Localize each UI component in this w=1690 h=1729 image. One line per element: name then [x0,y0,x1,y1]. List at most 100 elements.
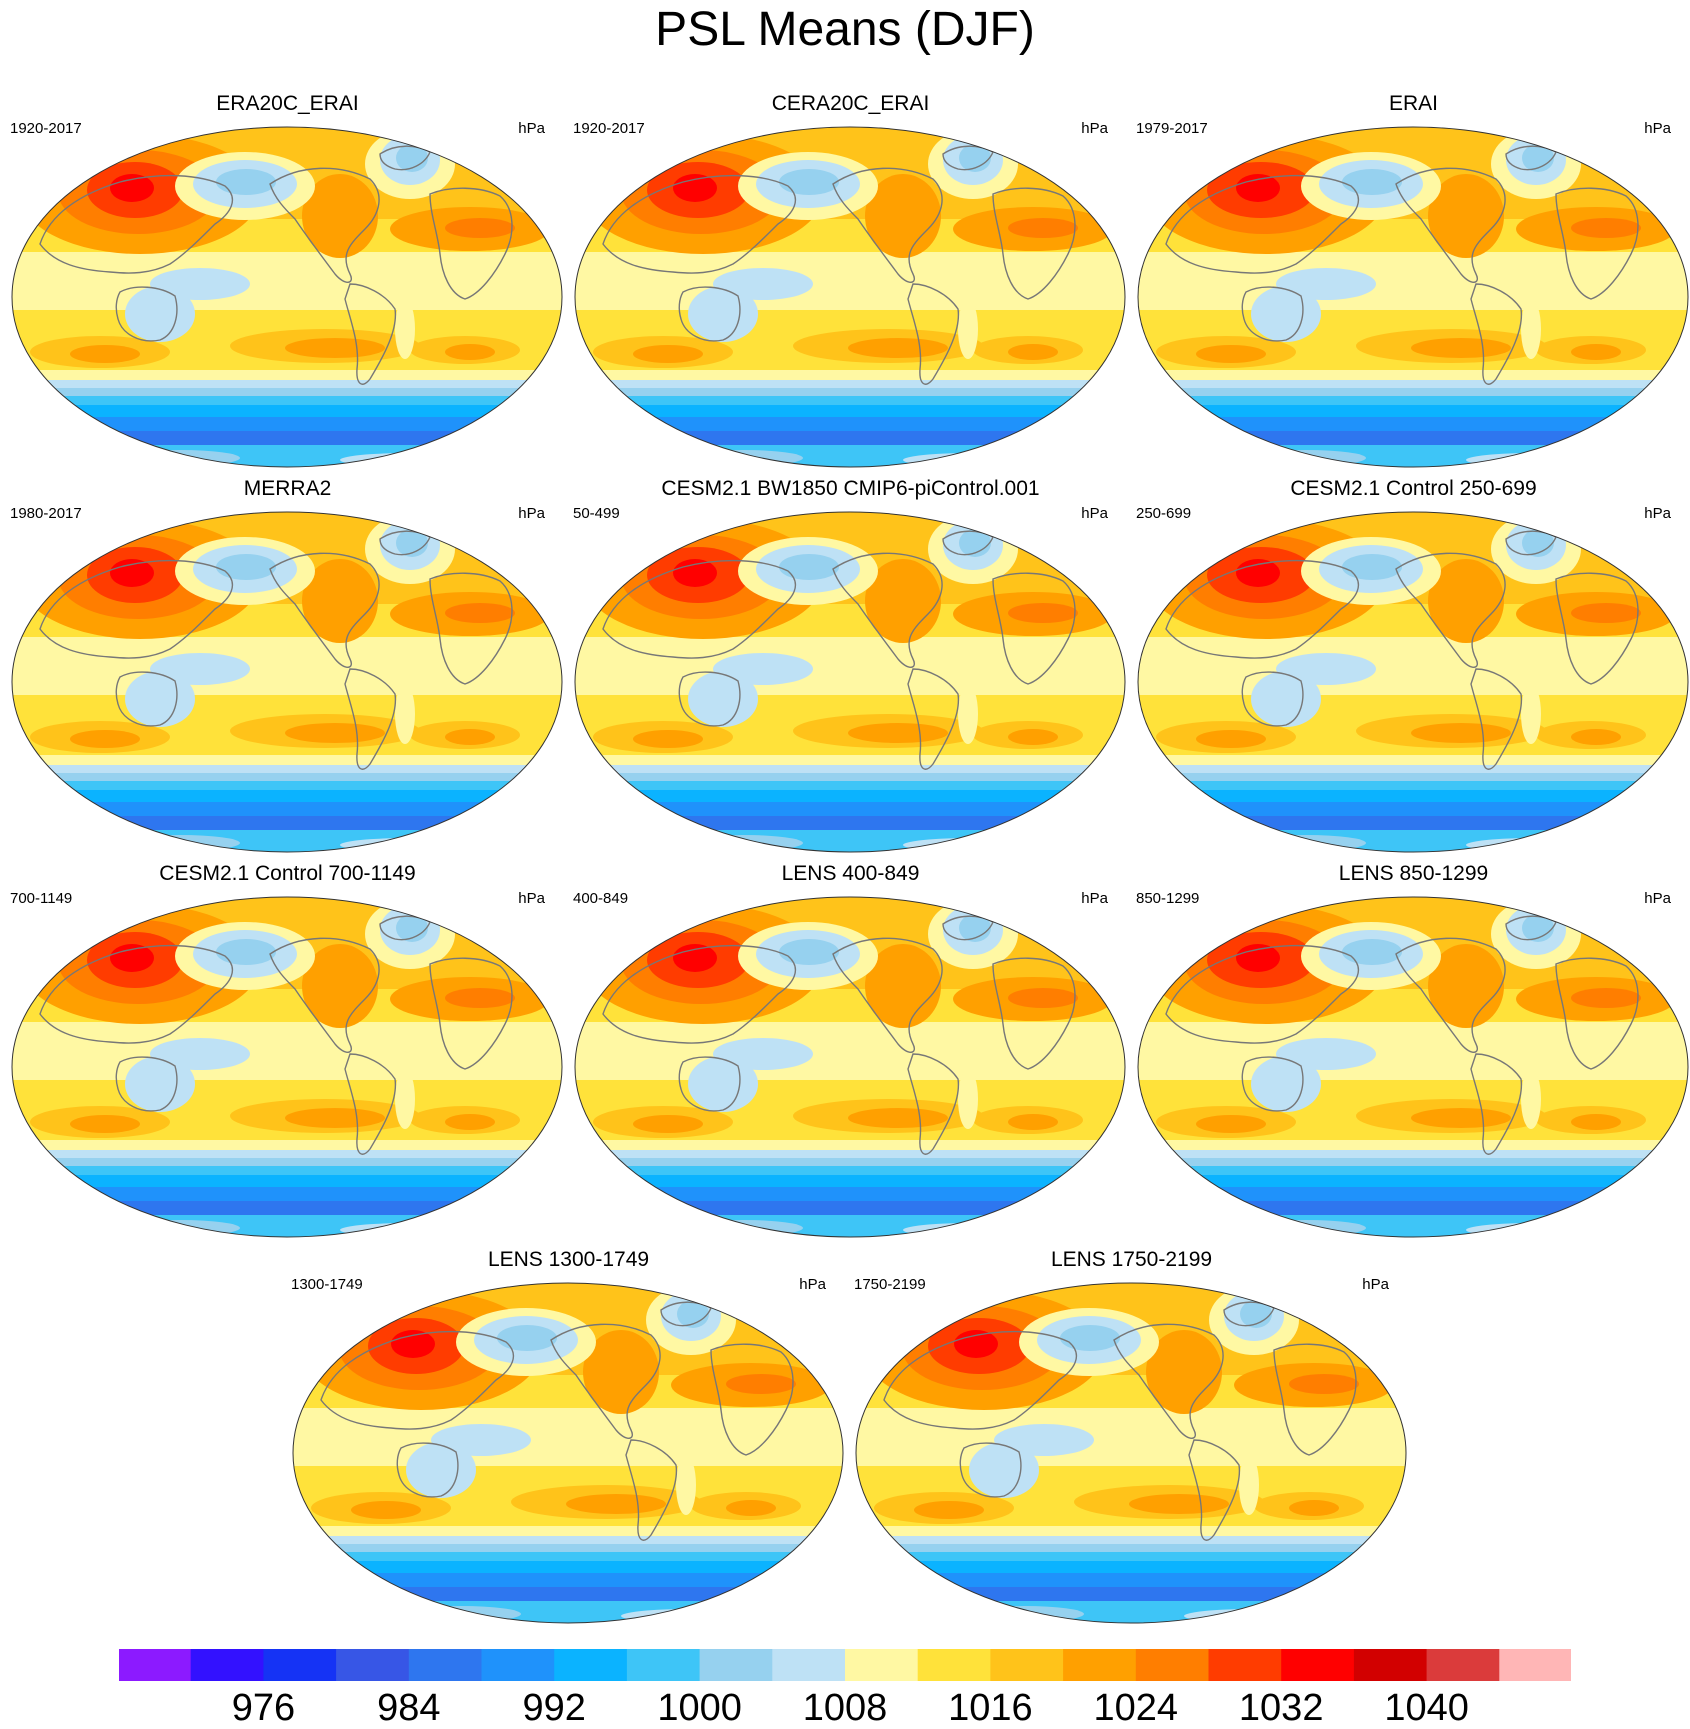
map-panel: LENS 400-849 400-849 hPa [573,862,1128,1242]
psl-aleutian-low-1000 [216,554,276,580]
psl-australia-low [1251,1056,1321,1112]
map-outline [11,126,563,468]
psl-band-992 [12,405,562,417]
psl-south-high-atlantic-core [1571,344,1621,360]
psl-north-america-high [1146,1330,1222,1414]
psl-band-1008 [12,755,562,765]
psl-band-984 [575,1201,1125,1215]
psl-band-984 [12,816,562,830]
map-outline [11,511,563,853]
psl-aleutian-low-1000 [497,1325,557,1351]
colorbar-tick-label: 1040 [1384,1687,1469,1729]
coastline [1505,530,1557,556]
psl-band-1008 [575,370,1125,380]
psl-antarctic-patch [1466,453,1606,467]
colorbar [118,1648,1572,1682]
coastline [429,572,513,685]
psl-south-high-atlantic-core [445,1114,495,1130]
coastline [660,1301,712,1327]
panel-years: 1300-1749 [291,1276,363,1293]
coastline [1165,944,1360,1044]
psl-band-1000 [575,773,1125,781]
colorbar-tick-label: 976 [231,1687,296,1729]
psl-azores-high-core [445,603,515,623]
psl-australia-low [688,1056,758,1112]
psl-band-1004 [12,765,562,773]
psl-south-high-pacific-core [285,338,385,358]
coastline [379,915,431,941]
psl-band-984 [856,1587,1406,1601]
map-panel: CERA20C_ERAI 1920-2017 hPa [573,92,1128,472]
psl-antarctic-patch [1246,835,1366,851]
psl-siberian-high-1036 [1236,944,1280,972]
psl-band-1000 [293,1544,843,1552]
psl-aleutian-low-1000 [1342,169,1402,195]
psl-band-988 [1138,417,1688,431]
psl-map [1137,511,1689,853]
coastline [1241,286,1304,342]
psl-south-high-pacific-core [566,1494,666,1514]
psl-antarctic-patch [120,835,240,851]
map-outline [292,1282,844,1624]
psl-aleutian-low-1000 [779,939,839,965]
colorbar-tick-label: 984 [377,1687,441,1729]
psl-australia-low [125,671,195,727]
psl-band-antarctic [293,1601,843,1623]
coastline [992,187,1076,300]
map-outline [574,511,1126,853]
psl-north-america-high [1428,559,1504,643]
psl-australia-low [1251,671,1321,727]
map-outline [855,1282,1407,1624]
psl-band-988 [575,802,1125,816]
psl-icelandic-low-1000 [677,1300,709,1328]
psl-band-996 [12,781,562,790]
coastline [602,944,797,1044]
psl-antarctic-patch [903,838,1043,852]
psl-north-america-high [302,944,378,1028]
psl-band-equator-1008 [575,252,1125,310]
psl-azores-high-core [1008,603,1078,623]
panel-title: ERAI [1388,92,1438,115]
psl-band-1004 [12,1150,562,1158]
psl-south-high-atlantic-core [445,729,495,745]
psl-aleutian-low-1000 [216,169,276,195]
psl-band-992 [1138,1175,1688,1187]
coastline [1273,1343,1357,1456]
colorbar-swatch [408,1648,482,1682]
psl-band-984 [12,431,562,445]
colorbar-swatch [772,1648,846,1682]
coastline [1188,1439,1241,1541]
psl-band-equator-1008 [575,1022,1125,1080]
psl-south-high-indian-core [1196,345,1266,363]
coastline [320,1330,515,1430]
psl-band-antarctic [12,1215,562,1237]
psl-australia-low [125,286,195,342]
psl-band-984 [575,431,1125,445]
psl-field [293,1283,843,1623]
psl-antarctic-patch [1184,1609,1324,1623]
psl-south-high-indian-core [1196,1115,1266,1133]
colorbar-swatch [1135,1648,1209,1682]
psl-aleutian-low-1000 [216,939,276,965]
psl-band-984 [575,816,1125,830]
psl-band-1000 [856,1544,1406,1552]
psl-south-america-low [958,684,978,744]
psl-band-equator-1008 [293,1408,843,1466]
coastline [959,1442,1022,1498]
panel-title: CESM2.1 BW1850 CMIP6-piControl.001 [661,477,1040,500]
map-panel: ERA20C_ERAI 1920-2017 hPa [10,92,565,472]
psl-band-1008 [575,755,1125,765]
psl-band-992 [12,790,562,802]
psl-icelandic-low-1000 [959,914,991,942]
coastline [1505,145,1557,171]
psl-band-antarctic [1138,830,1688,852]
psl-band-equator-1008 [12,1022,562,1080]
panel-years: 400-849 [573,890,629,907]
coastline [832,167,943,283]
coastline [344,668,397,770]
panel-years: 700-1149 [10,890,73,907]
psl-map [1137,126,1689,468]
psl-icelandic-low-1000 [1522,144,1554,172]
panel-years: 1920-2017 [10,120,82,137]
psl-aleutian-low-1000 [1060,1325,1120,1351]
